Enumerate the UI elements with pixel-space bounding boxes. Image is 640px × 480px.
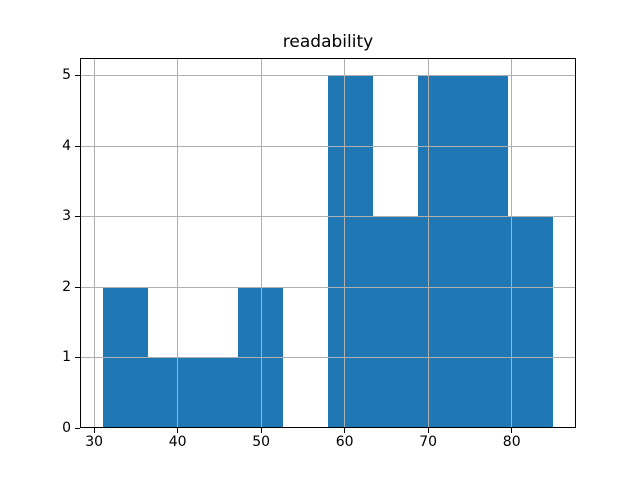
y-gridline (80, 75, 576, 77)
y-tick-mark (75, 75, 80, 77)
y-gridline (80, 286, 576, 288)
y-tick-mark (75, 427, 80, 429)
x-tick-mark (427, 428, 429, 433)
x-tick-mark (511, 428, 513, 433)
histogram-bar (328, 75, 374, 428)
x-tick-mark (93, 428, 95, 433)
y-tick-label: 2 (62, 278, 71, 295)
x-gridline (260, 58, 262, 428)
plot-area (80, 58, 576, 428)
y-tick-label: 0 (62, 419, 71, 436)
x-gridline (93, 58, 95, 428)
histogram-bar (373, 216, 419, 428)
y-tick-label: 5 (62, 67, 71, 84)
x-tick-mark (177, 428, 179, 433)
histogram-bar (463, 75, 509, 428)
histogram-bar (147, 357, 193, 428)
x-gridline (177, 58, 179, 428)
y-gridline (80, 145, 576, 147)
y-tick-label: 3 (62, 208, 71, 225)
y-tick-mark (75, 216, 80, 218)
x-gridline (427, 58, 429, 428)
x-gridline (511, 58, 513, 428)
histogram-bar (508, 216, 554, 428)
y-gridline (80, 357, 576, 359)
x-tick-label: 60 (335, 434, 354, 450)
chart-title: readability (282, 32, 374, 52)
bars-layer (80, 58, 576, 428)
x-tick-label: 80 (502, 434, 521, 450)
y-tick-mark (75, 286, 80, 288)
histogram-bar (192, 357, 238, 428)
grid-layer (80, 58, 576, 428)
histogram-bar (418, 75, 464, 428)
y-tick-mark (75, 145, 80, 147)
y-gridline (80, 216, 576, 218)
y-tick-mark (75, 357, 80, 359)
y-tick-label: 4 (62, 137, 71, 154)
x-tick-mark (260, 428, 262, 433)
x-gridline (344, 58, 346, 428)
x-tick-label: 30 (85, 434, 104, 450)
x-tick-mark (344, 428, 346, 433)
x-tick-label: 70 (419, 434, 438, 450)
y-tick-label: 1 (62, 349, 71, 366)
x-tick-label: 40 (168, 434, 187, 450)
x-tick-label: 50 (252, 434, 271, 450)
